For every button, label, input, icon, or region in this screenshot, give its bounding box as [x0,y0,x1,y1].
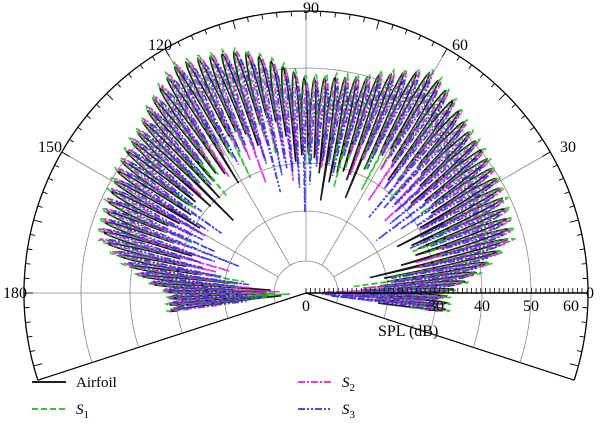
legend-label-s1: S1 [76,402,89,421]
angle-tick [569,205,575,208]
angle-tick [391,24,394,30]
angle-tick [581,263,587,265]
angle-tick [61,151,70,157]
angle-tick [25,263,31,265]
angle-tick [348,14,351,20]
angle-tick [190,35,194,41]
radial-tick-label: 60 [563,298,579,315]
angle-tick [552,164,558,168]
angle-tick-label: 30 [560,139,576,156]
legend-label-s2: S2 [342,375,355,394]
angle-tick [404,29,408,35]
angle-tick-label: 90 [303,0,319,17]
angle-tick [456,56,460,61]
angle-tick [30,233,36,236]
polar-grid [23,10,589,381]
angle-tick [542,151,551,157]
angle-tick [246,17,249,23]
angle-tick [569,363,579,367]
angle-tick [27,335,33,338]
angle-labels: 0 30 60 90 120 150 180 [3,0,594,302]
angle-tick [564,191,570,195]
angle-tick [520,115,526,120]
series-line-s1 [94,46,518,313]
angle-tick [491,83,496,88]
angle-tick [37,378,43,381]
legend-label-airfoil: Airfoil [76,375,117,391]
angle-tick-label: 150 [38,139,62,156]
angle-tick [418,35,422,41]
radial-tick-label: 0 [302,298,310,315]
legend: Airfoil S1 S2 S3 [32,375,356,421]
angle-tick [204,29,208,35]
angle-tick-label: 0 [586,285,594,302]
angle-tick-label: 60 [452,37,468,54]
angle-tick [86,115,92,120]
legend-label-s3: S3 [342,402,356,421]
angle-tick [579,248,585,251]
angle-tick [27,248,33,251]
angle-tick [576,350,582,353]
grid-spoke [164,48,291,266]
angle-tick [48,177,54,181]
angle-tick [479,73,484,79]
grid-ring [273,260,339,304]
angle-tick [529,126,535,131]
angle-tick [152,56,156,61]
angle-tick [538,139,543,143]
angle-tick [363,17,366,23]
angle-tick [33,219,43,223]
angle-tick [69,139,74,143]
radial-tick-label: 50 [523,298,539,315]
angle-tick [116,83,121,88]
angle-tick [276,12,278,18]
angle-tick [218,24,221,30]
angle-tick [569,219,579,223]
series-line-s2 [98,50,513,312]
angle-tick [581,321,587,323]
angle-tick [33,363,43,367]
angle-tick [106,93,114,101]
angle-tick [139,64,144,70]
angle-tick [576,233,582,236]
angle-tick [511,103,516,108]
grid-spoke [321,48,448,266]
radial-axis: 0 30 40 50 60 [302,288,588,315]
wedge-edge-left [37,292,307,381]
angle-tick [261,14,264,20]
angle-tick [177,41,181,47]
angle-tick [128,73,133,79]
angle-tick [431,41,435,47]
angle-tick [468,64,473,70]
angle-tick [558,177,564,181]
angle-tick [376,20,380,30]
radial-tick-label: 30 [428,298,444,315]
wedge-edge-right [305,292,575,381]
angle-tick [54,164,60,168]
angle-tick [334,12,336,18]
radial-tick-label: 40 [474,298,490,315]
angle-tick [232,20,236,30]
radial-axis-title: SPL (dB) [378,323,438,340]
angle-tick [579,335,585,338]
angle-tick [30,350,36,353]
angle-tick [164,48,170,57]
angle-tick [42,191,48,195]
series-layer [94,46,518,313]
angle-tick-label: 180 [3,285,27,302]
series-line-s3 [106,58,506,312]
angle-tick [442,48,448,57]
angle-tick [498,93,506,101]
angle-tick [25,321,31,323]
angle-tick [77,126,83,131]
angle-tick [96,103,101,108]
angle-tick-label: 120 [148,37,172,54]
angle-tick [37,205,43,208]
